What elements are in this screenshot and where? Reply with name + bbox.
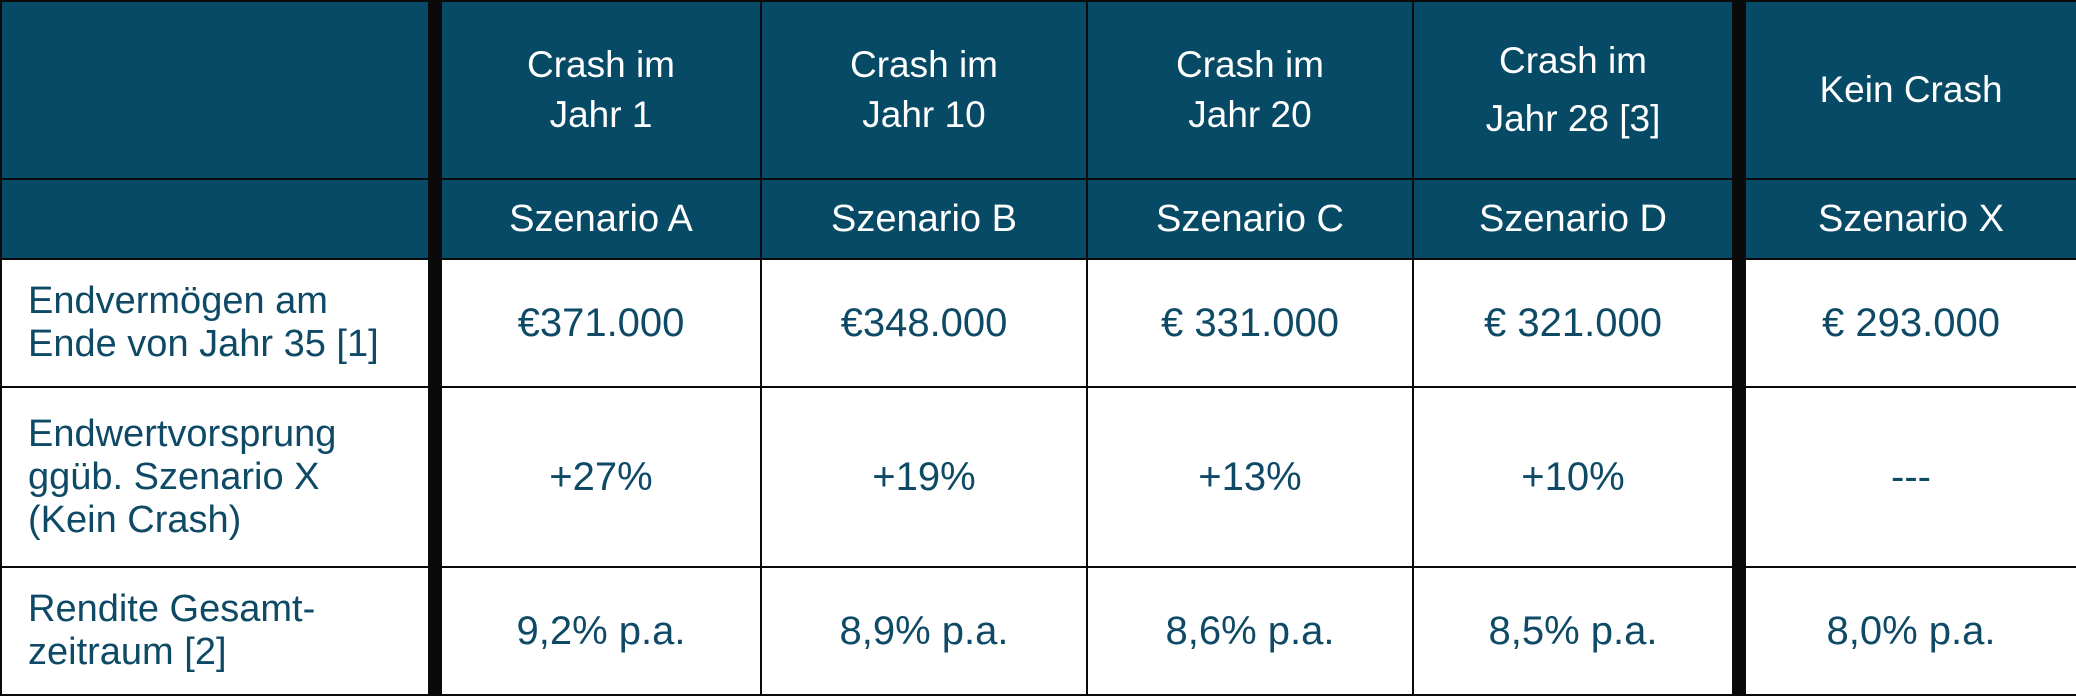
column-header-line: Jahr 10 (862, 94, 986, 135)
table-cell: +10% (1412, 386, 1746, 568)
table-row-total-return: Rendite Gesamt- zeitraum [2] 9,2% p.a. 8… (0, 566, 2076, 696)
scenario-label: Szenario A (434, 178, 762, 260)
table-cell: € 321.000 (1412, 258, 1746, 388)
header-corner-cell (0, 0, 442, 180)
column-header-crash-year-28: Crash im Jahr 28 [3] (1412, 0, 1746, 180)
column-header-line: Jahr 28 [3] (1485, 98, 1661, 139)
row-label-line: Ende von Jahr 35 [1] (28, 323, 379, 365)
row-label-line: (Kein Crash) (28, 498, 242, 541)
header-scenario-row: Szenario A Szenario B Szenario C Szenari… (0, 178, 2076, 260)
table-cell: +13% (1086, 386, 1414, 568)
column-header-line: Jahr 20 (1188, 94, 1312, 135)
column-header-line: Crash im (1175, 44, 1325, 85)
table-cell: €348.000 (760, 258, 1088, 388)
column-header-line: Kein Crash (1819, 69, 2003, 110)
table-cell: 8,0% p.a. (1738, 566, 2076, 696)
table-cell: +27% (434, 386, 762, 568)
table-row-final-value-lead: Endwertvorsprung ggüb. Szenario X (Kein … (0, 386, 2076, 568)
header-title-row: Crash im Jahr 1 Crash im Jahr 10 Crash i… (0, 0, 2076, 180)
row-label: Endwertvorsprung ggüb. Szenario X (Kein … (0, 386, 442, 568)
table-cell: € 331.000 (1086, 258, 1414, 388)
table-cell: 9,2% p.a. (434, 566, 762, 696)
column-header-crash-year-10: Crash im Jahr 10 (760, 0, 1088, 180)
column-header-line: Crash im (526, 44, 676, 85)
table-row-final-wealth: Endvermögen am Ende von Jahr 35 [1] €371… (0, 258, 2076, 388)
row-label-line: ggüb. Szenario X (28, 455, 320, 498)
column-header-crash-year-1: Crash im Jahr 1 (434, 0, 762, 180)
column-header-no-crash: Kein Crash (1738, 0, 2076, 180)
scenario-label: Szenario C (1086, 178, 1414, 260)
column-header-crash-year-20: Crash im Jahr 20 (1086, 0, 1414, 180)
row-label-line: Endvermögen am (28, 280, 328, 322)
row-label-line: zeitraum [2] (28, 631, 227, 673)
table-cell: 8,6% p.a. (1086, 566, 1414, 696)
row-label: Endvermögen am Ende von Jahr 35 [1] (0, 258, 442, 388)
row-label-line: Rendite Gesamt- (28, 588, 316, 630)
scenario-label: Szenario B (760, 178, 1088, 260)
table-cell: 8,5% p.a. (1412, 566, 1746, 696)
header-corner-cell (0, 178, 442, 260)
table-cell: +19% (760, 386, 1088, 568)
scenario-label: Szenario X (1738, 178, 2076, 260)
column-header-line: Crash im (1498, 40, 1648, 81)
column-header-line: Crash im (849, 44, 999, 85)
table-cell: €371.000 (434, 258, 762, 388)
row-label-line: Endwertvorsprung (28, 412, 337, 455)
column-header-line: Jahr 1 (549, 94, 653, 135)
table-cell: --- (1738, 386, 2076, 568)
table-cell: € 293.000 (1738, 258, 2076, 388)
scenario-label: Szenario D (1412, 178, 1746, 260)
table-cell: 8,9% p.a. (760, 566, 1088, 696)
row-label: Rendite Gesamt- zeitraum [2] (0, 566, 442, 696)
